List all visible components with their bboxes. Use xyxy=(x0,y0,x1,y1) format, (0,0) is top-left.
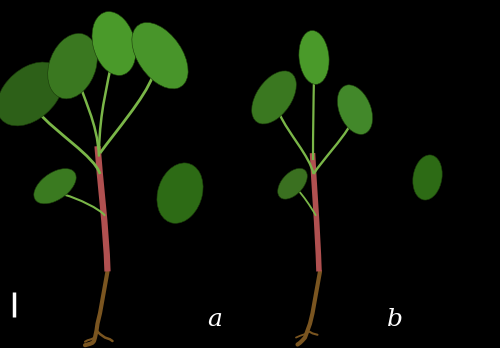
Text: b: b xyxy=(387,308,403,331)
Ellipse shape xyxy=(299,31,329,84)
Text: a: a xyxy=(208,308,222,331)
Ellipse shape xyxy=(48,33,98,99)
Ellipse shape xyxy=(34,168,76,204)
Ellipse shape xyxy=(278,168,308,199)
Ellipse shape xyxy=(157,163,203,223)
Ellipse shape xyxy=(132,23,188,89)
Ellipse shape xyxy=(413,155,442,200)
Ellipse shape xyxy=(0,62,63,126)
Ellipse shape xyxy=(252,71,296,124)
Ellipse shape xyxy=(92,11,136,76)
Ellipse shape xyxy=(338,85,372,134)
